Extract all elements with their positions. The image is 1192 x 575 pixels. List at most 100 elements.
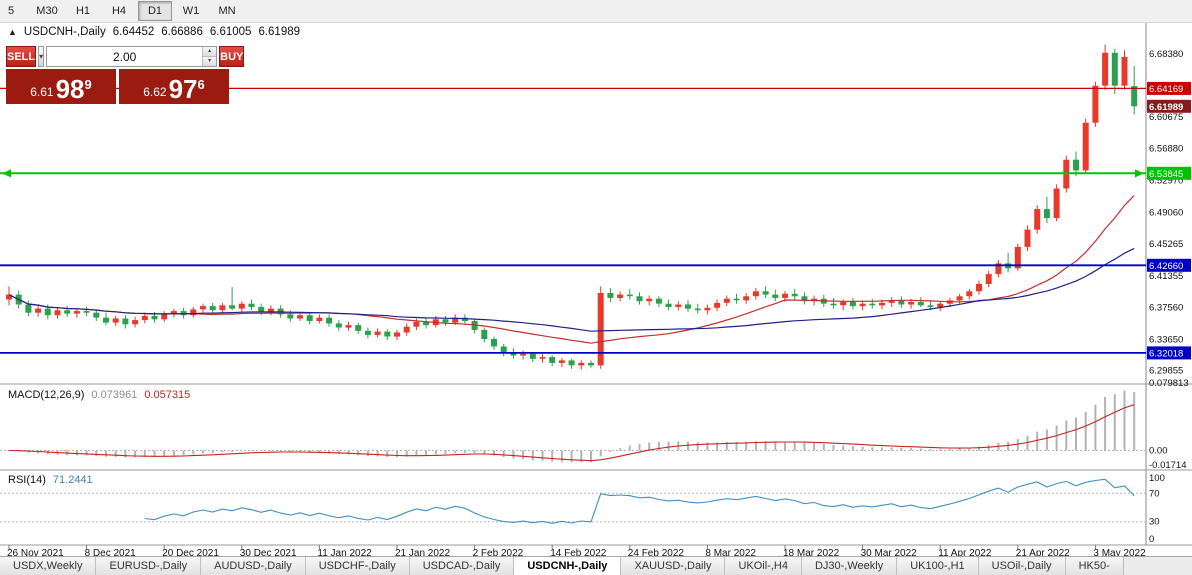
candle-body: [520, 353, 527, 356]
candle: [219, 302, 226, 313]
buy-price-head: 6.62: [143, 85, 167, 99]
candle: [93, 309, 100, 321]
candle: [500, 344, 507, 357]
candle-body: [723, 298, 730, 303]
timeframe-button-mn[interactable]: MN: [218, 5, 236, 17]
candle: [675, 301, 682, 311]
chart-tab-ukoil-h4[interactable]: UKOil-,H4: [725, 557, 802, 575]
candle-body: [326, 317, 333, 324]
candle: [578, 360, 585, 370]
chart-plot-area[interactable]: [0, 23, 1146, 545]
candle-body: [306, 315, 313, 321]
line-start-arrow-icon: [2, 169, 11, 178]
candle-body: [481, 330, 488, 339]
candle-body: [73, 311, 80, 314]
candle-body: [190, 309, 197, 316]
candle: [588, 360, 594, 368]
candle: [25, 300, 32, 316]
chart-tab-usoil-daily[interactable]: USOil-,Daily: [978, 557, 1066, 575]
candle-body: [879, 302, 885, 306]
candle-body: [345, 325, 352, 328]
candle: [35, 305, 42, 317]
candle-body: [1014, 246, 1021, 269]
candle-body: [646, 298, 653, 302]
candle-body: [772, 294, 779, 298]
timeframe-button-w1[interactable]: W1: [182, 5, 200, 17]
candle-body: [539, 357, 546, 359]
candle: [326, 314, 333, 327]
candle: [849, 297, 856, 310]
rsi-value: 71.2441: [52, 474, 93, 486]
chart-tab-uk100-h1[interactable]: UK100-,H1: [897, 557, 979, 575]
timeframe-button-h1[interactable]: H1: [75, 5, 91, 17]
volume-dropdown-button[interactable]: ▾: [38, 46, 45, 67]
sell-price-display[interactable]: 6.61 98 9: [6, 69, 116, 104]
candle: [112, 316, 119, 326]
candle-body: [219, 305, 226, 311]
timeframe-button-5[interactable]: 5: [7, 5, 15, 17]
chart-tab-usdchf-daily[interactable]: USDCHF-,Daily: [305, 557, 410, 575]
candle-body: [636, 296, 643, 302]
candle: [733, 293, 740, 304]
candle: [1014, 243, 1021, 271]
candle: [646, 295, 653, 306]
candle: [549, 355, 556, 367]
macd-signal-line: [8, 404, 1135, 462]
sell-button[interactable]: SELL: [6, 46, 37, 67]
timeframe-button-m30[interactable]: M30: [36, 5, 58, 17]
chart-tab-audusd-daily[interactable]: AUDUSD-,Daily: [201, 557, 306, 575]
timeframe-button-h4[interactable]: H4: [111, 5, 127, 17]
candle-body: [1082, 122, 1089, 171]
candle: [539, 353, 546, 363]
candle-body: [743, 296, 750, 301]
candle: [1121, 50, 1128, 90]
chart-tab-usdcnh-daily[interactable]: USDCNH-,Daily: [514, 557, 622, 575]
buy-price-frac: 6: [197, 77, 205, 92]
trade-panel-quotes: 6.61 98 9 6.62 97 6: [6, 69, 232, 104]
candle-body: [1092, 85, 1099, 123]
candle-body: [665, 303, 672, 307]
candle: [64, 306, 71, 317]
candle: [1092, 81, 1099, 127]
candle-body: [869, 303, 876, 306]
candle-body: [54, 310, 61, 316]
chart-tab-bar: USDX,Weekly EURUSD-,Daily AUDUSD-,Daily USD…: [0, 556, 1192, 575]
chart-tab-usdcad-daily[interactable]: USDCAD-,Daily: [409, 557, 515, 575]
candle-body: [558, 360, 565, 363]
price-badge: [1147, 346, 1191, 360]
rsi-label: RSI(14) 71.2441: [8, 474, 93, 486]
one-click-panel-toggle-icon[interactable]: ▲: [8, 27, 17, 37]
line-end-arrow-icon: [1135, 169, 1144, 178]
volume-stepper: ▴ ▾: [202, 47, 217, 66]
candle-body: [229, 305, 236, 309]
volume-input[interactable]: [47, 47, 203, 66]
buy-price-display[interactable]: 6.62 97 6: [119, 69, 229, 104]
candle: [558, 358, 565, 367]
timeframe-button-d1[interactable]: D1: [138, 1, 172, 21]
candle-body: [403, 326, 410, 333]
chart-tab-dj30-weekly[interactable]: DJ30-,Weekly: [801, 557, 898, 575]
macd-signal-value: 0.057315: [144, 389, 191, 401]
candle: [423, 318, 430, 329]
macd-axis-label: -0.01714: [1149, 460, 1187, 471]
candle-body: [442, 319, 449, 323]
candle-body: [180, 311, 187, 316]
candle: [374, 328, 381, 338]
candle-body: [714, 302, 721, 308]
price-badge: [1147, 81, 1191, 95]
candle-body: [685, 304, 691, 309]
candle: [636, 292, 643, 305]
chart-tab-hk50[interactable]: HK50-: [1065, 557, 1124, 575]
candle-body: [830, 303, 837, 306]
chart-tab-eurusd-daily[interactable]: EURUSD-,Daily: [96, 557, 202, 575]
chart-tab-xauusd-daily[interactable]: XAUUSD-,Daily: [621, 557, 726, 575]
chart-tab-usdx-weekly[interactable]: USDX,Weekly: [0, 557, 97, 575]
volume-increase-button[interactable]: ▴: [203, 47, 217, 57]
volume-decrease-button[interactable]: ▾: [203, 57, 217, 66]
candle-body: [782, 293, 788, 298]
candle-body: [209, 306, 216, 311]
time-axis[interactable]: [0, 546, 1192, 557]
candle-body: [384, 331, 391, 337]
buy-button[interactable]: BUY: [219, 46, 245, 67]
